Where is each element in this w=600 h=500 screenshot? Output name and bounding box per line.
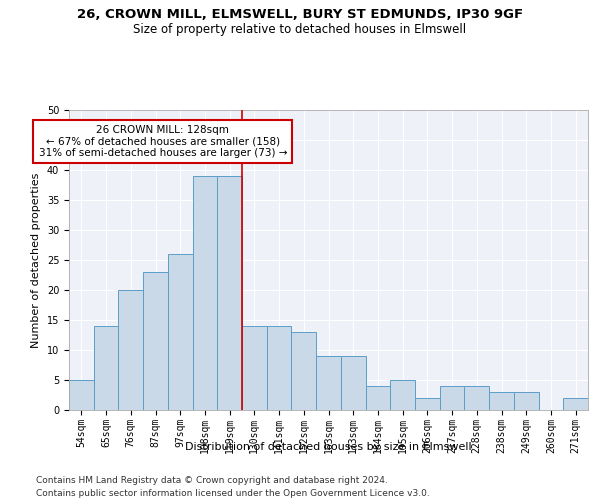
Bar <box>69 380 94 410</box>
Bar <box>292 332 316 410</box>
Bar <box>341 356 365 410</box>
Text: Contains public sector information licensed under the Open Government Licence v3: Contains public sector information licen… <box>36 489 430 498</box>
Bar <box>168 254 193 410</box>
Bar <box>489 392 514 410</box>
Bar <box>242 326 267 410</box>
Text: Distribution of detached houses by size in Elmswell: Distribution of detached houses by size … <box>185 442 472 452</box>
Bar <box>118 290 143 410</box>
Bar <box>193 176 217 410</box>
Bar <box>365 386 390 410</box>
Bar <box>563 398 588 410</box>
Text: 26, CROWN MILL, ELMSWELL, BURY ST EDMUNDS, IP30 9GF: 26, CROWN MILL, ELMSWELL, BURY ST EDMUND… <box>77 8 523 20</box>
Bar <box>464 386 489 410</box>
Bar <box>316 356 341 410</box>
Bar <box>94 326 118 410</box>
Bar <box>267 326 292 410</box>
Bar <box>143 272 168 410</box>
Bar <box>514 392 539 410</box>
Bar <box>390 380 415 410</box>
Text: Contains HM Land Registry data © Crown copyright and database right 2024.: Contains HM Land Registry data © Crown c… <box>36 476 388 485</box>
Bar <box>440 386 464 410</box>
Bar <box>217 176 242 410</box>
Y-axis label: Number of detached properties: Number of detached properties <box>31 172 41 348</box>
Text: Size of property relative to detached houses in Elmswell: Size of property relative to detached ho… <box>133 22 467 36</box>
Bar <box>415 398 440 410</box>
Text: 26 CROWN MILL: 128sqm
← 67% of detached houses are smaller (158)
31% of semi-det: 26 CROWN MILL: 128sqm ← 67% of detached … <box>38 125 287 158</box>
